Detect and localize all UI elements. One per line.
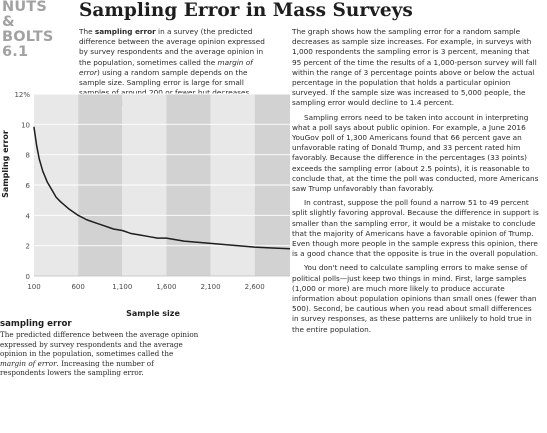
y-tick-labels: 0 2 4 6 8 10 12% — [14, 91, 30, 281]
y-tick-label-3: 6 — [26, 182, 31, 190]
x-tick-label-4: 2,100 — [201, 283, 221, 291]
section-tag-line-2: & BOLTS — [2, 14, 54, 45]
body-paragraph-1: The graph shows how the sampling error f… — [292, 27, 537, 108]
x-tick-label-3: 1,600 — [156, 283, 176, 291]
series-line-0 — [33, 126, 290, 250]
y-tick-label-1: 2 — [26, 243, 30, 251]
y-tick-label-0: 0 — [26, 273, 30, 281]
x-tick-label-2: 1,100 — [112, 283, 132, 291]
body-paragraph-2: Sampling errors need to be taken into ac… — [292, 112, 539, 194]
sampling-error-chart: 0 2 4 6 8 10 12% 100 600 1,100 1,600 2,100 2,600 Sa… — [0, 88, 290, 324]
intro-text-after: in a survey (the predicted difference be… — [79, 27, 265, 67]
chart-series-layer — [33, 126, 290, 250]
chart-svg: 0 2 4 6 8 10 12% 100 600 1,100 1,600 2,100 2,600 Sa… — [1, 91, 290, 318]
x-tick-label-5: 2,600 — [245, 283, 265, 291]
x-tick-labels: 100 600 1,100 1,600 2,100 2,600 — [27, 283, 264, 291]
glossary-box: sampling error The predicted difference … — [0, 319, 200, 378]
body-paragraph-4: You don't need to calculate sampling err… — [292, 263, 537, 334]
chart-gridlines — [34, 93, 290, 277]
glossary-def-after: . Increasing the number of respondents l… — [0, 358, 154, 378]
section-tag-line-3: 6.1 — [2, 44, 29, 60]
y-tick-label-2: 4 — [26, 212, 31, 220]
intro-italic-phrase: margin of error — [79, 57, 253, 77]
section-tag-line-1: NUTS — [2, 0, 48, 15]
intro-term: sampling error — [94, 27, 156, 36]
x-tick-label-1: 600 — [71, 283, 84, 291]
x-axis-label: Sample size — [126, 309, 180, 318]
intro-text-before: The — [79, 27, 95, 36]
page-title: Sampling Error in Mass Surveys — [79, 0, 413, 21]
body-column: The graph shows how the sampling error f… — [292, 27, 540, 339]
body-paragraph-3: In contrast, suppose the poll found a na… — [292, 198, 539, 259]
glossary-def-italic: margin of error — [0, 358, 57, 368]
y-tick-label-5: 10 — [21, 121, 30, 129]
y-axis-label: Sampling error — [1, 130, 10, 198]
y-tick-label-4: 8 — [26, 152, 30, 160]
section-tag: NUTS & BOLTS 6.1 — [2, 0, 62, 60]
x-tick-label-0: 100 — [27, 283, 40, 291]
y-tick-label-6: 12% — [14, 91, 30, 99]
glossary-term: sampling error — [0, 319, 72, 329]
glossary-definition: The predicted difference between the ave… — [0, 330, 200, 378]
glossary-def-before: The predicted difference between the ave… — [0, 330, 199, 359]
